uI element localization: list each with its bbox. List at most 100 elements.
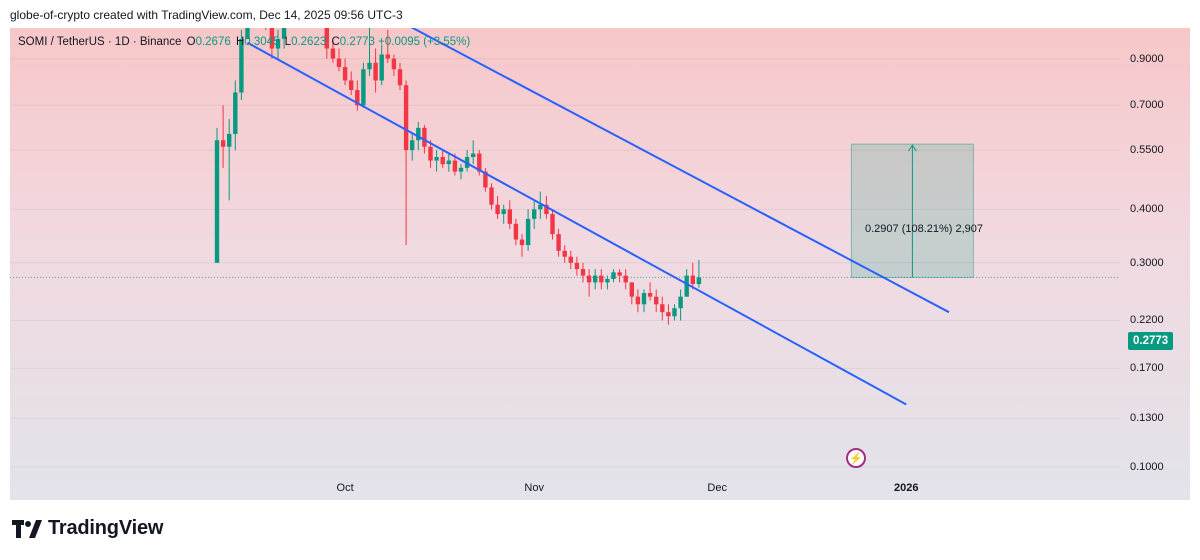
high-value: 0.3045 bbox=[244, 36, 280, 48]
candle-body bbox=[495, 204, 500, 215]
candle-body bbox=[660, 304, 665, 313]
candle-body bbox=[678, 296, 683, 309]
candle-body bbox=[580, 269, 586, 276]
candle-body bbox=[227, 133, 232, 147]
candle-body bbox=[446, 160, 451, 165]
price-tick-label: 0.9000 bbox=[1130, 52, 1164, 65]
symbol-header: SOMI / TetherUS · 1D · Binance O0.2676 H… bbox=[18, 36, 470, 48]
candle-body bbox=[355, 90, 360, 106]
candle-body bbox=[416, 127, 421, 141]
candle-body bbox=[342, 67, 348, 81]
candle-body bbox=[617, 272, 622, 276]
measure-arrow-head bbox=[907, 144, 917, 152]
candle-body bbox=[239, 39, 244, 93]
price-tick-label: 0.2200 bbox=[1130, 314, 1164, 327]
open-value: 0.2676 bbox=[195, 36, 231, 48]
candle-body bbox=[647, 293, 653, 297]
candle-body bbox=[324, 28, 329, 49]
candle-body bbox=[641, 293, 647, 305]
candle-body bbox=[281, 28, 287, 39]
candle-body bbox=[361, 69, 366, 106]
candle-body bbox=[403, 85, 409, 151]
candle-body bbox=[538, 204, 543, 210]
candle-body bbox=[568, 256, 573, 263]
candle-body bbox=[586, 275, 592, 283]
candle-body bbox=[519, 239, 525, 246]
candle-body bbox=[245, 28, 250, 39]
time-tick-label: Oct bbox=[336, 482, 354, 494]
candle-body bbox=[544, 204, 549, 215]
candle-body bbox=[477, 153, 482, 172]
low-label: L bbox=[284, 36, 292, 48]
time-tick-label: Nov bbox=[524, 482, 544, 494]
candle-body bbox=[336, 58, 342, 68]
candle-body bbox=[373, 62, 378, 81]
plot-background bbox=[10, 28, 1120, 500]
candle-body bbox=[593, 275, 598, 283]
price-tick-label: 0.3000 bbox=[1130, 256, 1164, 269]
time-tick-label: Dec bbox=[707, 482, 727, 494]
candle-body bbox=[605, 278, 610, 283]
price-tick-label: 0.1300 bbox=[1130, 412, 1164, 425]
tradingview-logo[interactable]: TradingView bbox=[12, 517, 163, 540]
candle-body bbox=[635, 296, 641, 305]
candle-body bbox=[458, 167, 464, 172]
candle-body bbox=[385, 54, 390, 59]
candle-body bbox=[220, 140, 226, 147]
candle-body bbox=[629, 282, 634, 297]
candle-body bbox=[330, 48, 336, 59]
time-tick-label: 2026 bbox=[894, 482, 919, 494]
price-tick-label: 0.1700 bbox=[1130, 362, 1164, 375]
price-axis-background bbox=[1120, 28, 1190, 500]
candle-body bbox=[275, 39, 281, 49]
candle-body bbox=[483, 171, 488, 188]
price-tick-label: 0.4000 bbox=[1130, 203, 1164, 216]
price-tick-label: 0.7000 bbox=[1130, 99, 1164, 112]
candle-body bbox=[574, 262, 580, 270]
candle-body bbox=[489, 187, 494, 205]
open-label: O bbox=[186, 36, 196, 48]
candle-body bbox=[452, 160, 458, 172]
channel-lower-line bbox=[247, 41, 907, 406]
candle-body bbox=[525, 218, 531, 246]
price-chart[interactable] bbox=[10, 28, 1190, 500]
change-value: +0.0095 (+3.55%) bbox=[378, 36, 471, 48]
candle-body bbox=[428, 146, 433, 161]
measure-label: 0.2907 (108.21%) 2,907 bbox=[865, 223, 984, 235]
candle-body bbox=[599, 275, 604, 283]
candle-body bbox=[550, 214, 555, 235]
candle-body bbox=[623, 275, 628, 283]
candle-body bbox=[684, 275, 689, 297]
price-tick-label: 0.1000 bbox=[1130, 461, 1164, 473]
candle-body bbox=[507, 209, 512, 224]
candle-body bbox=[696, 277, 702, 285]
candle-body bbox=[611, 272, 616, 279]
candle-body bbox=[440, 157, 445, 165]
candle-body bbox=[556, 234, 561, 251]
symbol-title: SOMI / TetherUS · 1D · Binance bbox=[18, 36, 182, 48]
candle-body bbox=[269, 28, 275, 49]
candle-body bbox=[434, 157, 439, 161]
channel-upper-line bbox=[410, 28, 950, 314]
candle-body bbox=[666, 312, 671, 317]
close-value: 0.2773 bbox=[339, 36, 375, 48]
candle-body bbox=[501, 209, 506, 215]
candle-body bbox=[391, 58, 397, 70]
high-label: H bbox=[235, 36, 245, 48]
tradingview-logo-icon bbox=[12, 519, 42, 538]
candle-body bbox=[562, 250, 567, 257]
candle-body bbox=[410, 140, 415, 151]
price-tick-label: 0.5500 bbox=[1130, 144, 1164, 157]
low-value: 0.2623 bbox=[291, 36, 327, 48]
chart-credit: globe-of-crypto created with TradingView… bbox=[10, 8, 403, 22]
close-label: C bbox=[331, 36, 340, 48]
chart-frame[interactable]: SOMI / TetherUS · 1D · Binance O0.2676 H… bbox=[10, 28, 1190, 500]
candle-body bbox=[397, 69, 403, 86]
last-price-tag: 0.2773 bbox=[1128, 332, 1174, 350]
lightning-event-icon[interactable]: ⚡ bbox=[846, 448, 866, 468]
tradingview-logo-text: TradingView bbox=[48, 517, 164, 539]
candle-body bbox=[690, 275, 695, 285]
candle-body bbox=[513, 223, 519, 240]
candle-body bbox=[422, 127, 427, 147]
candle-body bbox=[367, 62, 372, 70]
